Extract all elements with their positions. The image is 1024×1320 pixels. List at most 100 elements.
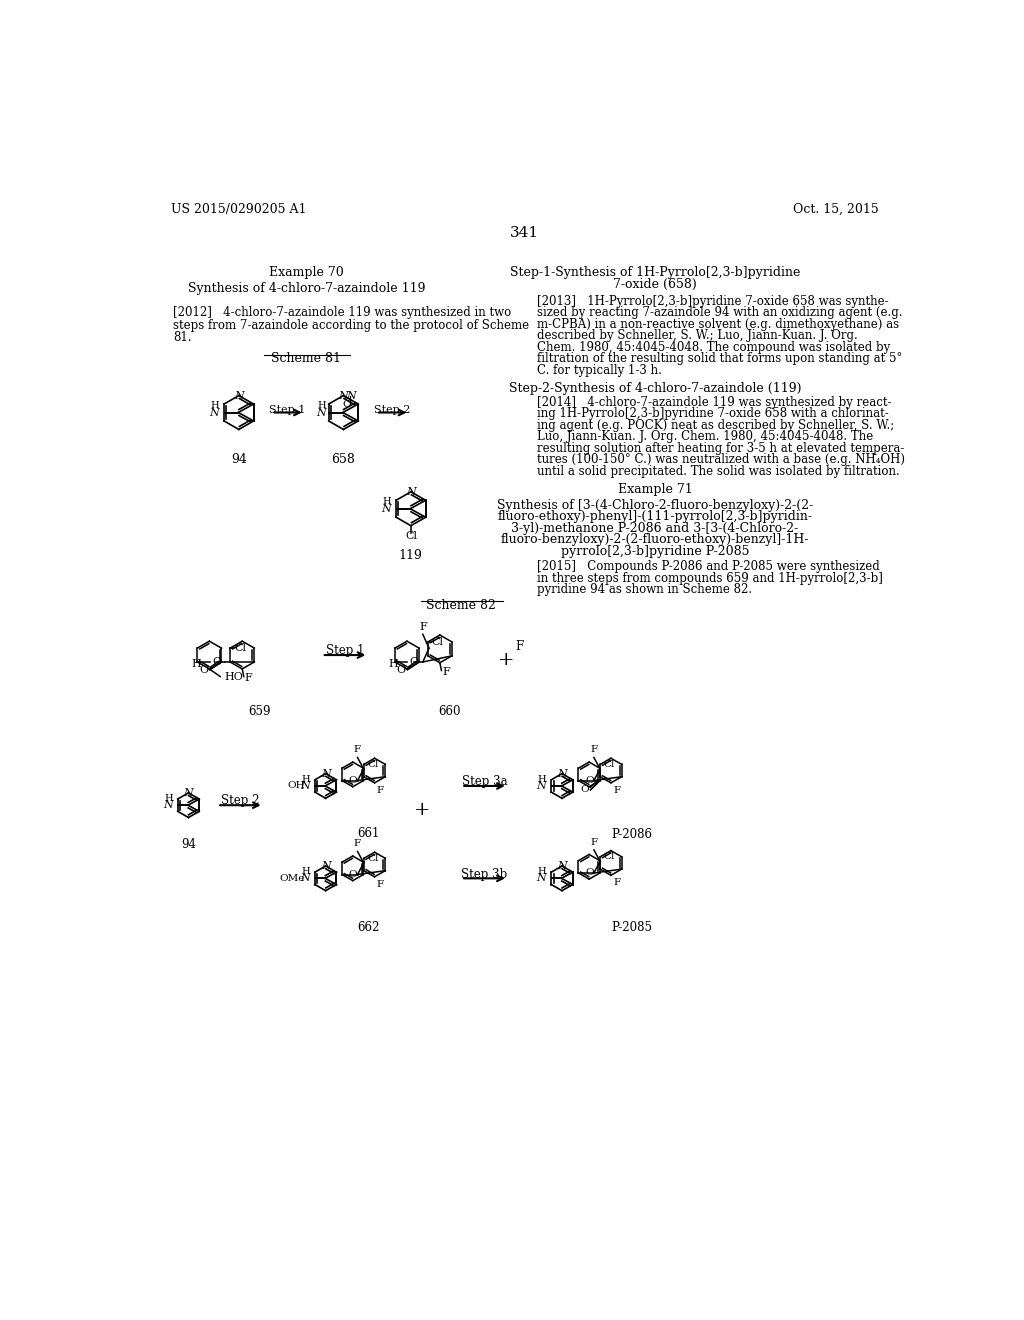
Text: H: H <box>538 775 546 784</box>
Text: F: F <box>590 838 597 846</box>
Text: Cl: Cl <box>603 853 614 861</box>
Text: pyrrolo[2,3-b]pyridine P-2085: pyrrolo[2,3-b]pyridine P-2085 <box>561 545 750 558</box>
Text: O: O <box>199 665 208 675</box>
Text: N: N <box>300 874 310 883</box>
Text: N: N <box>382 504 391 513</box>
Text: pyridine 94 as shown in Scheme 82.: pyridine 94 as shown in Scheme 82. <box>538 583 753 597</box>
Text: N: N <box>557 861 567 871</box>
Text: US 2015/0290205 A1: US 2015/0290205 A1 <box>171 203 306 216</box>
Text: 341: 341 <box>510 226 540 240</box>
Text: 81.: 81. <box>173 331 191 345</box>
Text: Cl: Cl <box>432 638 443 647</box>
Text: 662: 662 <box>357 921 380 933</box>
Text: O: O <box>348 776 357 785</box>
Text: F: F <box>590 746 597 754</box>
Text: +: + <box>498 651 514 669</box>
Text: H: H <box>383 498 391 507</box>
Text: Cl: Cl <box>367 760 378 768</box>
Text: F: F <box>377 880 384 888</box>
Text: 659: 659 <box>249 705 271 718</box>
Text: O: O <box>585 869 594 878</box>
Text: O: O <box>410 657 419 667</box>
Text: Scheme 81: Scheme 81 <box>271 352 341 366</box>
Text: H: H <box>301 867 310 876</box>
Text: Step 1: Step 1 <box>326 644 365 657</box>
Text: N: N <box>210 408 219 417</box>
Text: F: F <box>613 787 621 795</box>
Text: [2013]   1H-Pyrrolo[2,3-b]pyridine 7-oxide 658 was synthe-: [2013] 1H-Pyrrolo[2,3-b]pyridine 7-oxide… <box>538 294 889 308</box>
Text: Cl: Cl <box>234 643 246 653</box>
Text: 661: 661 <box>357 826 380 840</box>
Text: H: H <box>301 775 310 784</box>
Text: 119: 119 <box>399 549 423 562</box>
Text: H: H <box>191 659 201 668</box>
Text: Step 2: Step 2 <box>374 405 411 414</box>
Text: N: N <box>321 768 331 779</box>
Text: [2014]   4-chloro-7-azaindole 119 was synthesized by react-: [2014] 4-chloro-7-azaindole 119 was synt… <box>538 396 892 409</box>
Text: OMe: OMe <box>280 874 304 883</box>
Text: H: H <box>317 401 326 411</box>
Text: F: F <box>354 840 361 849</box>
Text: Step-2-Synthesis of 4-chloro-7-azaindole (119): Step-2-Synthesis of 4-chloro-7-azaindole… <box>509 381 801 395</box>
Text: until a solid precipitated. The solid was isolated by filtration.: until a solid precipitated. The solid wa… <box>538 465 900 478</box>
Text: O: O <box>580 785 589 795</box>
Text: P-2085: P-2085 <box>611 921 652 933</box>
Text: N: N <box>537 874 546 883</box>
Text: H: H <box>211 401 219 411</box>
Text: described by Schneller, S. W.; Luo, Jiann-Kuan. J. Org.: described by Schneller, S. W.; Luo, Jian… <box>538 330 858 342</box>
Text: steps from 7-azaindole according to the protocol of Scheme: steps from 7-azaindole according to the … <box>173 318 529 331</box>
Text: N: N <box>163 800 173 810</box>
Text: F: F <box>377 787 384 795</box>
Text: Step 3a: Step 3a <box>462 775 507 788</box>
Text: sized by reacting 7-azaindole 94 with an oxidizing agent (e.g.: sized by reacting 7-azaindole 94 with an… <box>538 306 903 319</box>
Text: 660: 660 <box>438 705 461 718</box>
Text: O: O <box>396 665 406 675</box>
Text: N: N <box>321 861 331 871</box>
Text: N: N <box>537 781 546 791</box>
Text: N: N <box>339 391 348 400</box>
Text: Cl: Cl <box>603 760 614 768</box>
Text: F: F <box>419 622 427 631</box>
Text: 658: 658 <box>332 453 355 466</box>
Text: P-2086: P-2086 <box>611 829 652 841</box>
Text: O: O <box>585 776 594 785</box>
Text: Scheme 82: Scheme 82 <box>426 599 497 612</box>
Text: N: N <box>300 781 310 791</box>
Text: Synthesis of 4-chloro-7-azaindole 119: Synthesis of 4-chloro-7-azaindole 119 <box>187 281 425 294</box>
Text: O: O <box>342 400 351 409</box>
Text: Step 1: Step 1 <box>269 405 306 414</box>
Text: HO: HO <box>224 672 243 681</box>
Text: N: N <box>183 788 194 797</box>
Text: Example 70: Example 70 <box>269 267 344 280</box>
Text: F: F <box>442 667 450 677</box>
Text: Luo, Jiann-Kuan. J. Org. Chem. 1980, 45:4045-4048. The: Luo, Jiann-Kuan. J. Org. Chem. 1980, 45:… <box>538 430 873 444</box>
Text: resulting solution after heating for 3-5 h at elevated tempera-: resulting solution after heating for 3-5… <box>538 442 904 455</box>
Text: fluoro-ethoxy)-phenyl]-(111-pyrrolo[2,3-b]pyridin-: fluoro-ethoxy)-phenyl]-(111-pyrrolo[2,3-… <box>498 511 812 523</box>
Text: F: F <box>515 640 523 652</box>
Text: +: + <box>415 801 431 820</box>
Text: N: N <box>557 768 567 779</box>
Text: 7-oxide (658): 7-oxide (658) <box>613 277 697 290</box>
Text: ing agent (e.g. POCK) neat as described by Schneller, S. W.;: ing agent (e.g. POCK) neat as described … <box>538 418 894 432</box>
Text: N: N <box>406 487 416 496</box>
Text: C. for typically 1-3 h.: C. for typically 1-3 h. <box>538 364 663 378</box>
Text: H: H <box>389 659 398 668</box>
Text: [2015]   Compounds P-2086 and P-2085 were synthesized: [2015] Compounds P-2086 and P-2085 were … <box>538 561 880 573</box>
Text: N: N <box>233 391 244 400</box>
Text: filtration of the resulting solid that forms upon standing at 5°: filtration of the resulting solid that f… <box>538 352 902 366</box>
Text: m-CPBA) in a non-reactive solvent (e.g. dimethoxyethane) as: m-CPBA) in a non-reactive solvent (e.g. … <box>538 318 899 331</box>
Text: Example 71: Example 71 <box>617 483 692 496</box>
Text: ing 1H-Pyrrolo[2,3-b]pyridine 7-oxide 658 with a chlorinat-: ing 1H-Pyrrolo[2,3-b]pyridine 7-oxide 65… <box>538 407 889 420</box>
Text: Oct. 15, 2015: Oct. 15, 2015 <box>794 203 879 216</box>
Text: fluoro-benzyloxy)-2-(2-fluoro-ethoxy)-benzyl]-1H-: fluoro-benzyloxy)-2-(2-fluoro-ethoxy)-be… <box>501 533 809 546</box>
Text: OH: OH <box>287 781 304 791</box>
Text: Cl: Cl <box>367 854 378 863</box>
Text: in three steps from compounds 659 and 1H-pyrrolo[2,3-b]: in three steps from compounds 659 and 1H… <box>538 572 883 585</box>
Text: F: F <box>354 746 361 754</box>
Text: Step 3b: Step 3b <box>462 867 508 880</box>
Text: O: O <box>212 657 221 667</box>
Text: Step-1-Synthesis of 1H-Pyrrolo[2,3-b]pyridine: Step-1-Synthesis of 1H-Pyrrolo[2,3-b]pyr… <box>510 267 800 280</box>
Text: F: F <box>613 879 621 887</box>
Text: N: N <box>316 408 326 417</box>
Text: O: O <box>348 870 357 879</box>
